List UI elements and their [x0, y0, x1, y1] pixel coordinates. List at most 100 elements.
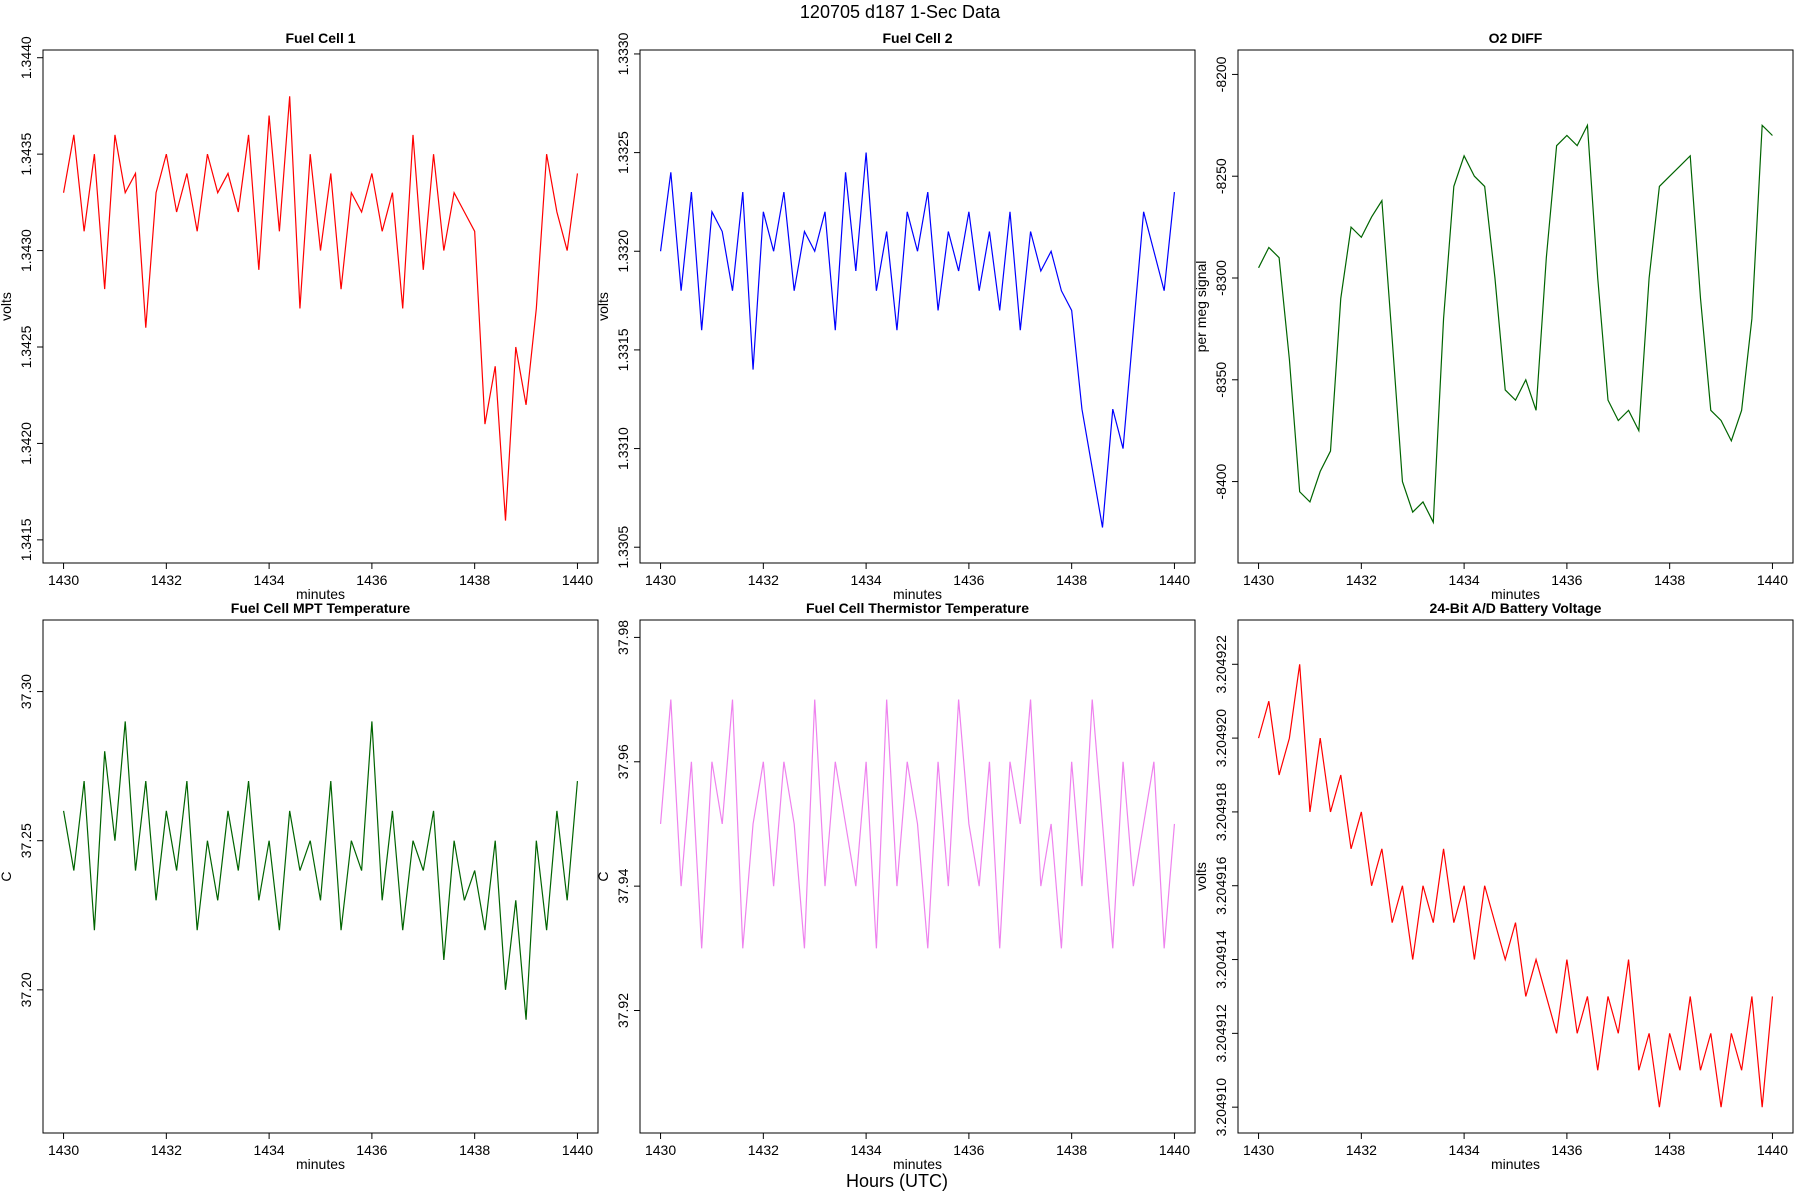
y-tick-label: -8200	[1213, 56, 1229, 92]
y-axis-label: C	[0, 871, 14, 881]
x-tick-label: 1436	[953, 572, 984, 588]
y-tick-label: 37.30	[18, 674, 34, 709]
y-tick-label: 1.3440	[18, 36, 34, 79]
plot-frame	[1237, 49, 1794, 564]
x-axis-label: minutes	[1491, 1156, 1540, 1172]
x-tick-label: 1440	[1159, 572, 1190, 588]
data-line	[659, 152, 1176, 528]
x-tick-label: 1436	[356, 572, 387, 588]
figure-title: 120705 d187 1-Sec Data	[800, 2, 1001, 22]
y-tick-label: -8300	[1213, 260, 1229, 296]
x-tick-label: 1430	[645, 572, 676, 588]
y-tick-label: 1.3320	[615, 230, 631, 273]
data-line	[62, 721, 579, 1020]
y-tick-label: 3.204922	[1213, 635, 1229, 694]
x-tick-label: 1434	[1449, 1142, 1480, 1158]
y-tick-label: 1.3415	[18, 518, 34, 561]
y-tick-label: 1.3330	[615, 32, 631, 75]
x-axis-label: minutes	[893, 586, 942, 602]
y-tick-label: 1.3305	[615, 526, 631, 569]
x-tick-label: 1440	[562, 572, 593, 588]
y-tick-label: 3.204920	[1213, 709, 1229, 768]
y-tick-label: 3.204918	[1213, 783, 1229, 842]
y-tick-label: 1.3315	[615, 328, 631, 371]
x-tick-label: 1434	[851, 572, 882, 588]
x-tick-label: 1440	[562, 1142, 593, 1158]
y-axis-label: C	[595, 871, 611, 881]
x-tick-label: 1432	[1346, 572, 1377, 588]
x-tick-label: 1430	[1243, 1142, 1274, 1158]
plot-frame	[639, 619, 1196, 1134]
y-axis-label: volts	[595, 292, 611, 321]
y-tick-label: 37.94	[615, 868, 631, 903]
y-tick-label: 1.3420	[18, 422, 34, 465]
y-tick-label: 1.3325	[615, 131, 631, 174]
x-tick-label: 1434	[254, 572, 285, 588]
plot-frame	[42, 619, 599, 1134]
panel: Fuel Cell MPT Temperature 1430 1432 1434 143…	[0, 600, 599, 1172]
x-tick-label: 1440	[1159, 1142, 1190, 1158]
x-tick-label: 1430	[645, 1142, 676, 1158]
x-tick-label: 1430	[48, 1142, 79, 1158]
x-axis-label: minutes	[893, 1156, 942, 1172]
x-axis-label: minutes	[296, 1156, 345, 1172]
data-line	[62, 96, 579, 521]
y-tick-label: 1.3425	[18, 325, 34, 368]
x-tick-label: 1436	[356, 1142, 387, 1158]
x-tick-label: 1430	[48, 572, 79, 588]
x-tick-label: 1432	[748, 1142, 779, 1158]
x-tick-label: 1440	[1757, 572, 1788, 588]
y-tick-label: 37.92	[615, 993, 631, 1028]
x-tick-label: 1434	[851, 1142, 882, 1158]
panel-title: Fuel Cell 1	[285, 30, 355, 46]
x-tick-label: 1438	[1056, 1142, 1087, 1158]
data-line	[659, 699, 1176, 949]
data-line	[1257, 664, 1774, 1108]
x-axis-label: minutes	[296, 586, 345, 602]
y-tick-label: 3.204914	[1213, 930, 1229, 989]
x-tick-label: 1432	[1346, 1142, 1377, 1158]
y-axis-label: volts	[0, 292, 14, 321]
figure-x-label: Hours (UTC)	[846, 1171, 948, 1191]
x-tick-label: 1438	[1654, 1142, 1685, 1158]
x-tick-label: 1432	[151, 1142, 182, 1158]
panel-title: 24-Bit A/D Battery Voltage	[1430, 600, 1602, 616]
x-tick-label: 1436	[1551, 1142, 1582, 1158]
y-tick-label: -8350	[1213, 362, 1229, 398]
panel-title: Fuel Cell Thermistor Temperature	[806, 600, 1029, 616]
x-tick-label: 1432	[151, 572, 182, 588]
y-tick-label: 3.204910	[1213, 1078, 1229, 1137]
x-tick-label: 1438	[1654, 572, 1685, 588]
panel-title: O2 DIFF	[1489, 30, 1543, 46]
y-tick-label: 37.98	[615, 620, 631, 655]
x-tick-label: 1430	[1243, 572, 1274, 588]
y-tick-label: 37.96	[615, 744, 631, 779]
y-tick-label: 3.204912	[1213, 1004, 1229, 1063]
x-tick-label: 1432	[748, 572, 779, 588]
x-tick-label: 1436	[953, 1142, 984, 1158]
x-tick-label: 1436	[1551, 572, 1582, 588]
data-line	[1258, 123, 1773, 525]
panel: Fuel Cell 2 1430 1432 1434 1436 1438 1440 minut…	[595, 30, 1196, 602]
panel: Fuel Cell Thermistor Temperature 1430 1432…	[595, 600, 1196, 1172]
panel: Fuel Cell 1 1430 1432 1434 1436 1438 1440 minut…	[0, 30, 599, 602]
x-tick-label: 1438	[1056, 572, 1087, 588]
x-axis-label: minutes	[1491, 586, 1540, 602]
panel: O2 DIFF 1430 1432 1434 1436 1438 1440 minutes -8…	[1193, 30, 1794, 602]
x-tick-label: 1440	[1757, 1142, 1788, 1158]
plot-frame	[1237, 619, 1794, 1134]
panel: 24-Bit A/D Battery Voltage 1430 1432 1434 14…	[1193, 600, 1794, 1172]
plot-frame	[42, 49, 599, 564]
y-tick-label: -8400	[1213, 463, 1229, 499]
y-tick-label: 3.204916	[1213, 856, 1229, 915]
x-tick-label: 1438	[459, 1142, 490, 1158]
y-tick-label: 37.20	[18, 972, 34, 1007]
y-axis-label: volts	[1193, 862, 1209, 891]
panel-title: Fuel Cell MPT Temperature	[231, 600, 411, 616]
y-tick-label: 1.3430	[18, 229, 34, 272]
panel-title: Fuel Cell 2	[882, 30, 952, 46]
y-tick-label: -8250	[1213, 158, 1229, 194]
y-tick-label: 1.3310	[615, 427, 631, 470]
x-tick-label: 1438	[459, 572, 490, 588]
